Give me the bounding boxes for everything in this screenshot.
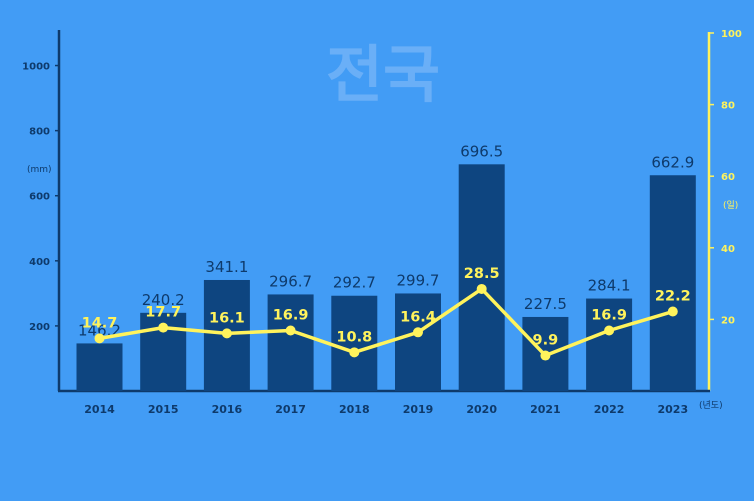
left-tick-label: 800 xyxy=(29,127,50,138)
line-value-label: 22.2 xyxy=(655,289,691,305)
x-axis-unit: (년도) xyxy=(699,400,723,411)
x-tick-label: 2015 xyxy=(148,403,179,416)
line-value-label: 16.9 xyxy=(591,307,627,323)
x-tick-label: 2022 xyxy=(594,403,625,416)
line-point-2014 xyxy=(94,333,105,344)
right-tick-label: 100 xyxy=(721,29,742,40)
line-value-label: 16.9 xyxy=(273,307,309,323)
left-tick-label: 600 xyxy=(29,192,50,203)
line-value-label: 9.9 xyxy=(533,333,559,349)
line-point-2020 xyxy=(476,283,487,294)
right-axis: (일) 20 40 60 80 100 xyxy=(707,29,742,391)
bar-2022 xyxy=(586,298,633,391)
bar-2023 xyxy=(649,175,696,391)
bar-value-label: 296.7 xyxy=(269,272,312,290)
left-tick-label: 200 xyxy=(29,322,50,333)
bar-value-label: 341.1 xyxy=(205,258,248,276)
line-value-label: 28.5 xyxy=(464,266,500,282)
line-point-2018 xyxy=(349,347,360,358)
x-tick-label: 2023 xyxy=(657,403,688,416)
line-value-label: 10.8 xyxy=(336,329,372,345)
line-point-2022 xyxy=(604,325,615,336)
x-tick-label: 2019 xyxy=(403,403,434,416)
right-tick-label: 40 xyxy=(721,244,735,255)
bar-value-label: 292.7 xyxy=(333,274,376,292)
line-value-label: 14.7 xyxy=(82,315,118,331)
line-point-2017 xyxy=(285,325,296,336)
bar-value-label: 240.2 xyxy=(142,291,185,309)
left-axis-unit: (mm) xyxy=(27,165,52,175)
line-point-2021 xyxy=(540,350,551,361)
x-tick-label: 2020 xyxy=(466,403,497,416)
left-tick-label: 1000 xyxy=(22,62,50,73)
line-value-label: 16.4 xyxy=(400,309,436,325)
line-point-2016 xyxy=(221,328,232,339)
bar-2017 xyxy=(267,294,314,391)
bar-value-label: 662.9 xyxy=(651,153,694,171)
right-tick-label: 20 xyxy=(721,315,735,326)
bar-value-label: 299.7 xyxy=(397,271,440,289)
line-point-2019 xyxy=(413,327,423,338)
chart-title: 전국 xyxy=(326,38,440,111)
bar-2020 xyxy=(458,164,505,391)
bar-value-label: 227.5 xyxy=(524,295,567,313)
left-axis: (mm) 200 400 600 800 1000 xyxy=(22,30,61,391)
right-axis-unit: (일) xyxy=(723,200,738,211)
x-tick-label: 2021 xyxy=(530,403,561,416)
bar-value-label: 696.5 xyxy=(460,142,503,160)
line-value-label: 17.7 xyxy=(145,305,181,321)
right-tick-label: 80 xyxy=(721,101,735,112)
line-path xyxy=(99,287,674,358)
bar-2019 xyxy=(395,293,441,391)
x-tick-label: 2016 xyxy=(212,403,243,416)
left-tick-label: 400 xyxy=(29,257,50,268)
x-tick-label: 2017 xyxy=(275,403,306,416)
line-point-2023 xyxy=(667,306,678,317)
x-tick-label: 2014 xyxy=(84,403,115,416)
line-value-label: 16.1 xyxy=(209,310,245,326)
right-tick-label: 60 xyxy=(721,172,735,183)
bar-2018 xyxy=(331,295,378,391)
line-point-2015 xyxy=(158,322,169,333)
bar-2014 xyxy=(76,343,123,391)
x-tick-label: 2018 xyxy=(339,403,370,416)
bar-value-label: 284.1 xyxy=(588,277,631,295)
